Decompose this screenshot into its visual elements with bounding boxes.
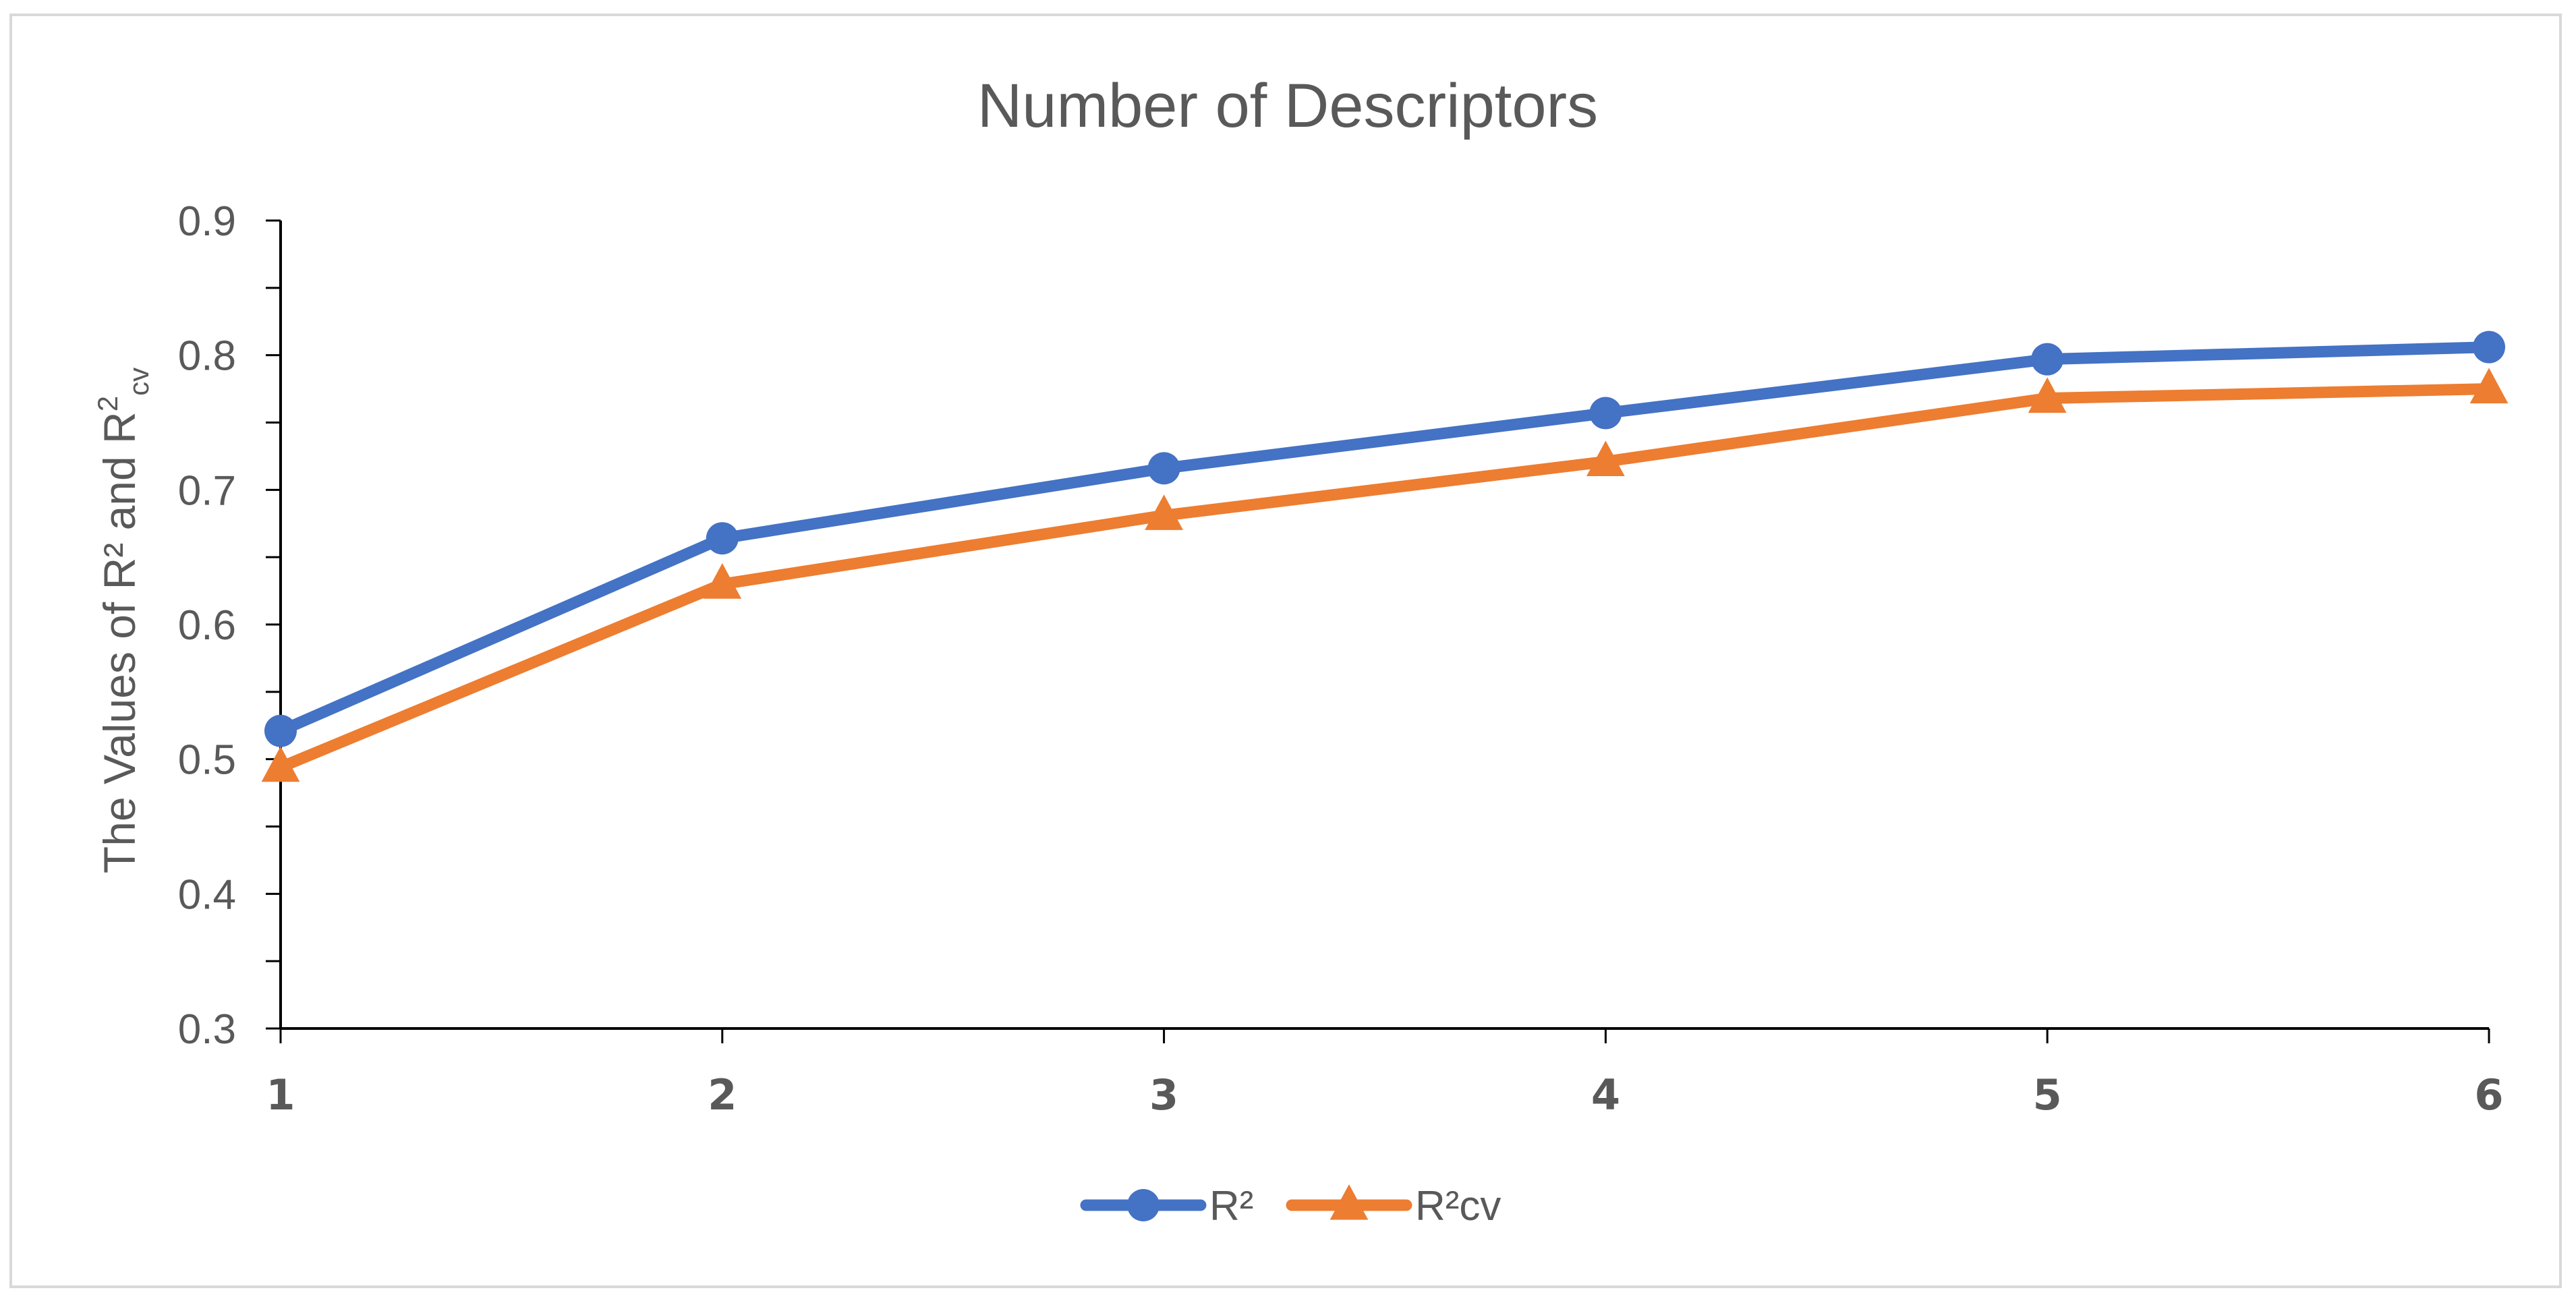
y-axis-label: The Values of R² and R2cv bbox=[92, 368, 154, 873]
x-tick-labels: 1 2 3 4 5 6 bbox=[266, 1070, 2503, 1120]
y-tick-label: 0.5 bbox=[178, 737, 236, 784]
y-axis-label-main: The Values of R² and R bbox=[94, 411, 144, 873]
y-tick-label: 0.4 bbox=[178, 871, 236, 918]
legend-item-1: R² bbox=[1080, 1183, 1253, 1229]
series-2-point bbox=[1586, 440, 1625, 477]
x-tick-label: 3 bbox=[1149, 1070, 1178, 1120]
x-tick-label: 1 bbox=[266, 1070, 295, 1120]
series-2-line bbox=[275, 383, 2495, 774]
legend: R² R²cv bbox=[1080, 1183, 1501, 1229]
series-2-point bbox=[2028, 377, 2067, 413]
y-axis-label-sub: cv bbox=[123, 368, 154, 396]
y-tick-label: 0.8 bbox=[178, 333, 236, 380]
legend-label: R²cv bbox=[1415, 1183, 1501, 1229]
series-2-point bbox=[703, 563, 742, 599]
series-1-point bbox=[2473, 330, 2505, 364]
series-1 bbox=[264, 330, 2505, 747]
series-2-point bbox=[2469, 368, 2509, 404]
series-layer bbox=[261, 330, 2509, 782]
x-tick-label: 2 bbox=[708, 1070, 737, 1120]
legend-item-2: R²cv bbox=[1286, 1183, 1501, 1229]
y-tick-label: 0.9 bbox=[178, 198, 236, 245]
x-tick-label: 6 bbox=[2474, 1070, 2503, 1120]
y-tick-label: 0.3 bbox=[178, 1006, 236, 1053]
series-1-line bbox=[275, 341, 2495, 737]
series-1-point bbox=[264, 714, 297, 747]
series-1-point bbox=[1589, 397, 1622, 430]
legend-swatch-marker bbox=[1127, 1189, 1160, 1221]
chart-title: Number of Descriptors bbox=[977, 71, 1598, 140]
series-2-point bbox=[261, 746, 300, 782]
y-axis-label-sup: 2 bbox=[92, 396, 123, 411]
legend-label: R² bbox=[1209, 1183, 1253, 1229]
x-tick-label: 4 bbox=[1591, 1070, 1620, 1120]
series-1-point bbox=[1147, 452, 1180, 485]
y-tick-labels: 0.3 0.4 0.5 0.6 0.7 0.8 0.9 bbox=[178, 198, 236, 1053]
series-1-point bbox=[706, 522, 739, 555]
series-2 bbox=[261, 368, 2509, 782]
series-2-point bbox=[1145, 494, 1183, 530]
legend-swatch-marker bbox=[1329, 1184, 1369, 1220]
y-tick-label: 0.6 bbox=[178, 602, 236, 649]
x-tick-label: 5 bbox=[2033, 1070, 2062, 1120]
chart-frame bbox=[9, 13, 2562, 1288]
y-tick-label: 0.7 bbox=[178, 467, 236, 514]
series-1-point bbox=[2031, 343, 2064, 376]
